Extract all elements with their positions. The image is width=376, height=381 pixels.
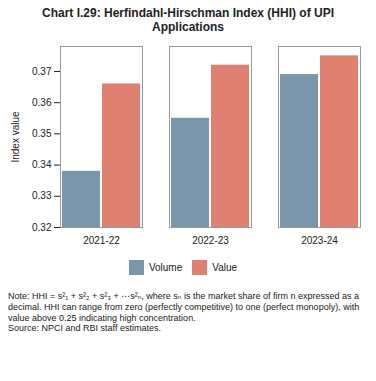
html-text:Value: Value (212, 262, 238, 273)
svg-text:2023-24: 2023-24 (301, 235, 338, 246)
svg-text:0.36: 0.36 (32, 97, 52, 108)
svg-text:0.37: 0.37 (32, 66, 52, 77)
html-text:Volume: Volume (148, 262, 183, 273)
svg-text:0.35: 0.35 (32, 128, 52, 139)
html-text:Note: HHI = s²₁ + s²₂ + s²₃ +: Note: HHI = s²₁ + s²₂ + s²₃ + ⋯s²ₙ, wher… (8, 291, 360, 323)
svg-text:2021-22: 2021-22 (83, 235, 120, 246)
svg-text:Index value: Index value (10, 111, 21, 163)
svg-text:0.33: 0.33 (32, 190, 52, 201)
svg-text:0.34: 0.34 (32, 159, 52, 170)
svg-text:0.32: 0.32 (32, 222, 52, 233)
svg-text:2022-23: 2022-23 (192, 235, 229, 246)
html-text:Source: NPCI and RBI staff est: Source: NPCI and RBI staff estimates. (8, 323, 161, 334)
html-text:Chart I.29: Herfindahl-Hirschm: Chart I.29: Herfindahl-Hirschman Index (… (42, 6, 334, 34)
